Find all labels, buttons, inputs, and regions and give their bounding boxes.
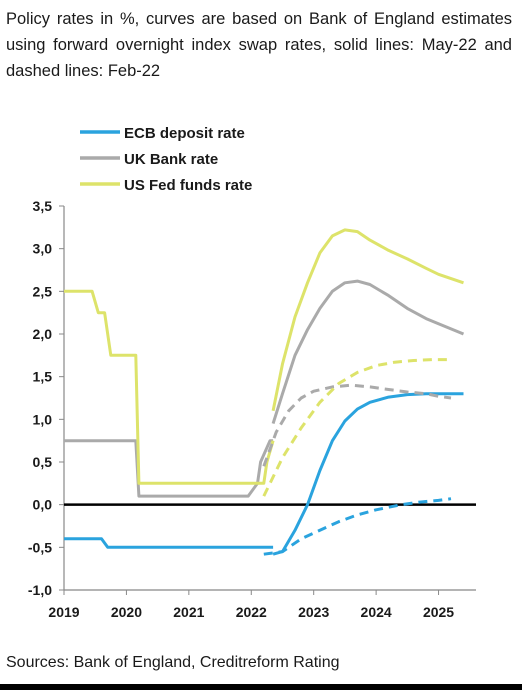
source-note: Sources: Bank of England, Creditreform R…: [6, 654, 340, 671]
series-line-1: [64, 439, 274, 498]
legend-label: US Fed funds rate: [124, 177, 252, 194]
series-lines: [64, 228, 465, 556]
series-line-4: [271, 279, 465, 425]
series-line-6: [263, 497, 452, 556]
y-tick-label: 1,0: [33, 411, 53, 427]
x-tick-label: 2024: [361, 604, 392, 620]
y-tick-label: 0,0: [33, 497, 53, 513]
y-tick-label: -0,5: [28, 539, 52, 555]
y-tick-label: -1,0: [28, 582, 52, 598]
x-tick-label: 2020: [111, 604, 142, 620]
x-tick-label: 2019: [48, 604, 79, 620]
policy-rates-chart: ECB deposit rate UK Bank rate US Fed funds…: [28, 125, 476, 620]
x-tick-label: 2022: [236, 604, 267, 620]
y-tick-label: 2,5: [33, 283, 53, 299]
y-tick-label: 0,5: [33, 454, 53, 470]
x-tick-label: 2021: [173, 604, 204, 620]
legend-label: ECB deposit rate: [124, 125, 245, 142]
series-line-2: [64, 289, 275, 485]
series-line-7: [262, 383, 452, 467]
y-tick-label: 2,0: [33, 326, 53, 342]
series-line-0: [64, 537, 274, 549]
y-tick-label: 1,5: [33, 369, 53, 385]
y-tick-label: 3,5: [33, 198, 53, 214]
legend: ECB deposit rate UK Bank rate US Fed funds…: [80, 125, 252, 194]
chart-caption: Policy rates in %, curves are based on B…: [6, 10, 512, 80]
x-tick-label: 2023: [298, 604, 329, 620]
x-tick-label: 2025: [423, 604, 454, 620]
y-tick-label: 3,0: [33, 241, 53, 257]
bottom-divider: [0, 684, 522, 690]
series-line-3: [272, 392, 464, 556]
series-line-5: [271, 228, 464, 412]
series-line-8: [262, 358, 451, 497]
legend-label: UK Bank rate: [124, 151, 218, 168]
